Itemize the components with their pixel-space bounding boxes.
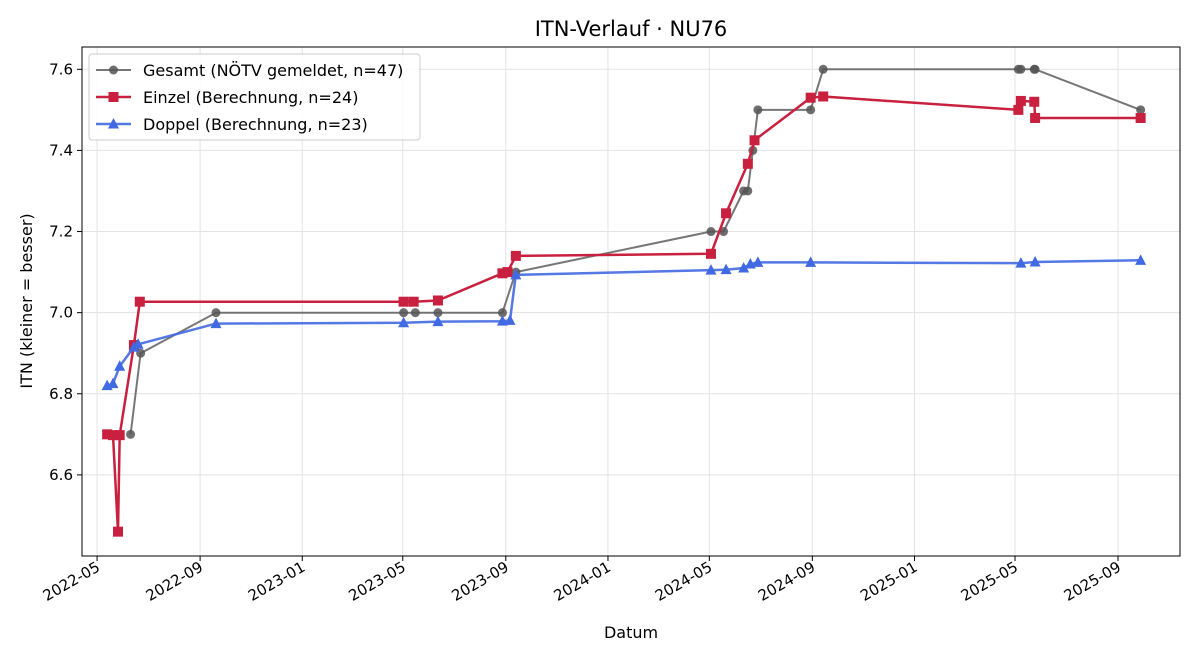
data-point-triangle xyxy=(805,256,817,267)
data-point-circle xyxy=(126,429,136,439)
data-point-square xyxy=(432,295,443,306)
data-point-triangle xyxy=(108,118,119,129)
y-tick-label: 7.2 xyxy=(49,223,73,241)
y-axis-ticks: 6.6 6.8 7.0 7.2 7.4 7.6 xyxy=(49,60,82,484)
data-point-circle xyxy=(497,308,507,318)
data-point-square xyxy=(1015,95,1026,106)
data-point-circle xyxy=(743,186,753,196)
y-tick-label: 7.0 xyxy=(49,304,73,322)
data-point-square xyxy=(114,430,125,441)
legend: Gesamt (NÖTV gemeldet, n=47) Einzel (Bere… xyxy=(88,53,421,141)
data-point-square xyxy=(497,268,508,279)
data-point-square xyxy=(1013,104,1024,115)
data-point-triangle xyxy=(1015,257,1027,268)
data-point-circle xyxy=(1136,105,1146,115)
data-point-square xyxy=(805,92,816,103)
legend-label: Doppel (Berechnung, n=23) xyxy=(143,115,368,134)
data-point-triangle xyxy=(398,316,410,328)
data-point-triangle xyxy=(504,314,516,325)
plot-frame xyxy=(81,46,1181,557)
data-point-circle xyxy=(806,105,816,115)
series-doppel xyxy=(101,254,1147,391)
y-tick-label: 6.8 xyxy=(49,385,73,403)
data-point-circle xyxy=(1016,64,1026,74)
legend-item-doppel: Doppel (Berechnung, n=23) xyxy=(96,115,368,134)
data-point-square xyxy=(1029,96,1040,107)
chart-title: ITN-Verlauf · NU76 xyxy=(535,17,728,41)
data-point-square xyxy=(510,250,521,261)
legend-box xyxy=(88,53,421,141)
legend-item-einzel: Einzel (Berechnung, n=24) xyxy=(96,88,358,107)
legend-label: Gesamt (NÖTV gemeldet, n=47) xyxy=(143,61,403,80)
data-point-square xyxy=(721,208,732,219)
data-point-square xyxy=(102,429,113,440)
data-point-square xyxy=(107,430,118,441)
data-point-triangle xyxy=(1029,255,1041,267)
data-point-square xyxy=(134,296,145,307)
data-point-square xyxy=(502,267,513,278)
data-point-square xyxy=(108,92,119,102)
data-point-triangle xyxy=(210,317,222,329)
x-axis-title: Datum xyxy=(604,623,658,642)
data-point-circle xyxy=(399,308,409,318)
data-point-triangle xyxy=(432,315,444,327)
data-point-square xyxy=(398,296,409,307)
data-point-square xyxy=(705,248,716,259)
data-point-square xyxy=(818,91,829,102)
data-point-circle xyxy=(753,105,763,115)
data-point-triangle xyxy=(738,262,750,273)
data-point-triangle xyxy=(720,263,732,275)
data-point-circle xyxy=(410,308,420,318)
series-gesamt xyxy=(126,64,1146,439)
y-axis-title: ITN (kleiner = besser) xyxy=(17,213,36,388)
data-point-square xyxy=(408,296,419,307)
data-point-triangle xyxy=(752,256,764,267)
y-tick-label: 7.4 xyxy=(49,141,73,159)
data-point-square xyxy=(113,526,124,537)
data-point-circle xyxy=(706,227,716,237)
data-point-square xyxy=(1030,112,1041,123)
data-point-circle xyxy=(433,308,443,318)
data-point-circle xyxy=(211,308,221,318)
data-point-triangle xyxy=(107,377,119,389)
legend-label: Einzel (Berechnung, n=24) xyxy=(143,88,358,107)
data-point-square xyxy=(1135,112,1146,123)
data-point-triangle xyxy=(510,268,522,280)
data-point-triangle xyxy=(1135,254,1147,265)
series-einzel xyxy=(102,91,1146,537)
y-tick-label: 7.6 xyxy=(49,60,73,78)
legend-item-gesamt: Gesamt (NÖTV gemeldet, n=47) xyxy=(96,61,403,80)
data-point-circle xyxy=(1030,64,1040,74)
data-point-square xyxy=(742,158,753,169)
data-point-triangle xyxy=(496,315,508,326)
series-layer xyxy=(101,64,1147,537)
data-point-triangle xyxy=(132,338,144,349)
data-point-square xyxy=(749,135,760,146)
data-point-circle xyxy=(818,64,828,74)
data-point-circle xyxy=(109,65,118,75)
data-point-triangle xyxy=(114,360,126,371)
y-tick-label: 6.6 xyxy=(49,466,73,484)
data-point-triangle xyxy=(705,264,717,275)
